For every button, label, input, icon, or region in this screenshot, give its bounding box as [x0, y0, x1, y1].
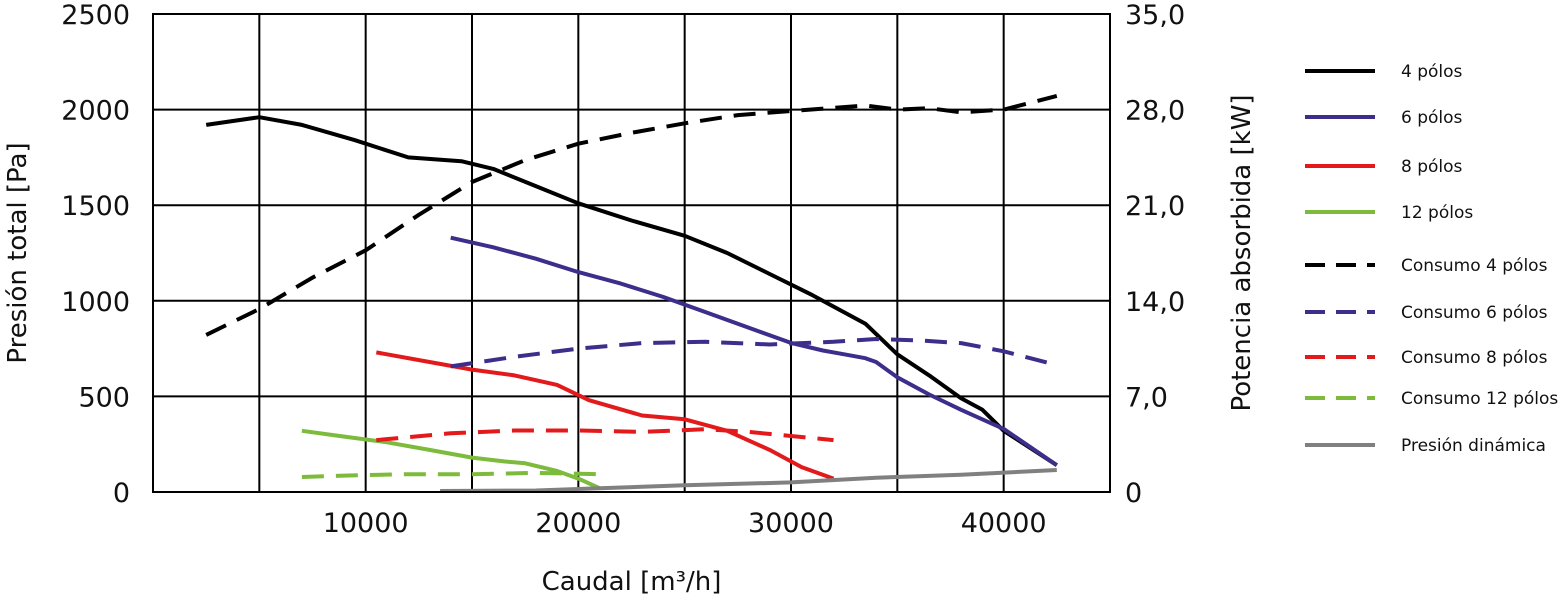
y-left-tick-label: 1000: [61, 287, 130, 318]
y-right-tick-label: 14,0: [1125, 287, 1185, 318]
legend-label: 4 pólos: [1401, 62, 1463, 82]
y-right-tick-label: 7,0: [1125, 382, 1168, 413]
y-left-tick-label: 500: [78, 382, 130, 413]
series-line-presión-dinámica: [440, 468, 1057, 493]
legend-label: 8 pólos: [1401, 157, 1463, 177]
x-axis-title: Caudal [m³/h]: [542, 567, 722, 597]
x-tick-label: 40000: [961, 508, 1047, 539]
x-tick-label: 20000: [535, 508, 621, 539]
legend-label: Consumo 8 pólos: [1401, 348, 1548, 368]
legend-label: Consumo 12 pólos: [1401, 389, 1558, 409]
legend-label: Consumo 6 pólos: [1401, 303, 1548, 323]
legend: 4 pólos 6 pólos 8 pólos 12 pólos Consumo 4 p…: [1305, 62, 1558, 456]
y-right-tick-label: 21,0: [1125, 191, 1185, 222]
x-tick-label: 10000: [323, 508, 409, 539]
y-right-tick-label: 35,0: [1125, 0, 1185, 31]
series-line-6-pólos: [450, 235, 1058, 467]
legend-label: Presión dinámica: [1401, 436, 1546, 456]
legend-label: Consumo 4 pólos: [1401, 256, 1548, 276]
series-line-consumo-8-pólos: [376, 427, 834, 443]
series-line-4-pólos: [205, 115, 1058, 467]
tick-labels: 10000 20000 30000 40000 0 500 1000 1500 2000 2500…: [61, 0, 1185, 539]
y-right-tick-label: 0: [1125, 478, 1142, 509]
y-left-axis-title: Presión total [Pa]: [3, 142, 33, 363]
series-line-consumo-12-pólos: [301, 470, 600, 479]
plot-area-frame: [152, 13, 1111, 493]
series-line-consumo-4-pólos: [205, 93, 1058, 337]
series-line-8-pólos: [375, 350, 835, 481]
series-line-12-pólos: [301, 428, 601, 491]
y-left-tick-label: 2000: [61, 96, 130, 127]
legend-label: 6 pólos: [1401, 108, 1463, 128]
grid-lines: [153, 14, 1110, 492]
y-left-tick-label: 0: [113, 478, 130, 509]
series-lines: [205, 93, 1058, 493]
y-right-tick-label: 28,0: [1125, 96, 1185, 127]
y-left-tick-label: 2500: [61, 0, 130, 31]
y-right-axis-title: Potencia absorbida [kW]: [1227, 94, 1257, 411]
x-tick-label: 30000: [748, 508, 834, 539]
y-left-tick-label: 1500: [61, 191, 130, 222]
legend-label: 12 pólos: [1401, 203, 1473, 223]
series-line-consumo-6-pólos: [450, 337, 1058, 369]
